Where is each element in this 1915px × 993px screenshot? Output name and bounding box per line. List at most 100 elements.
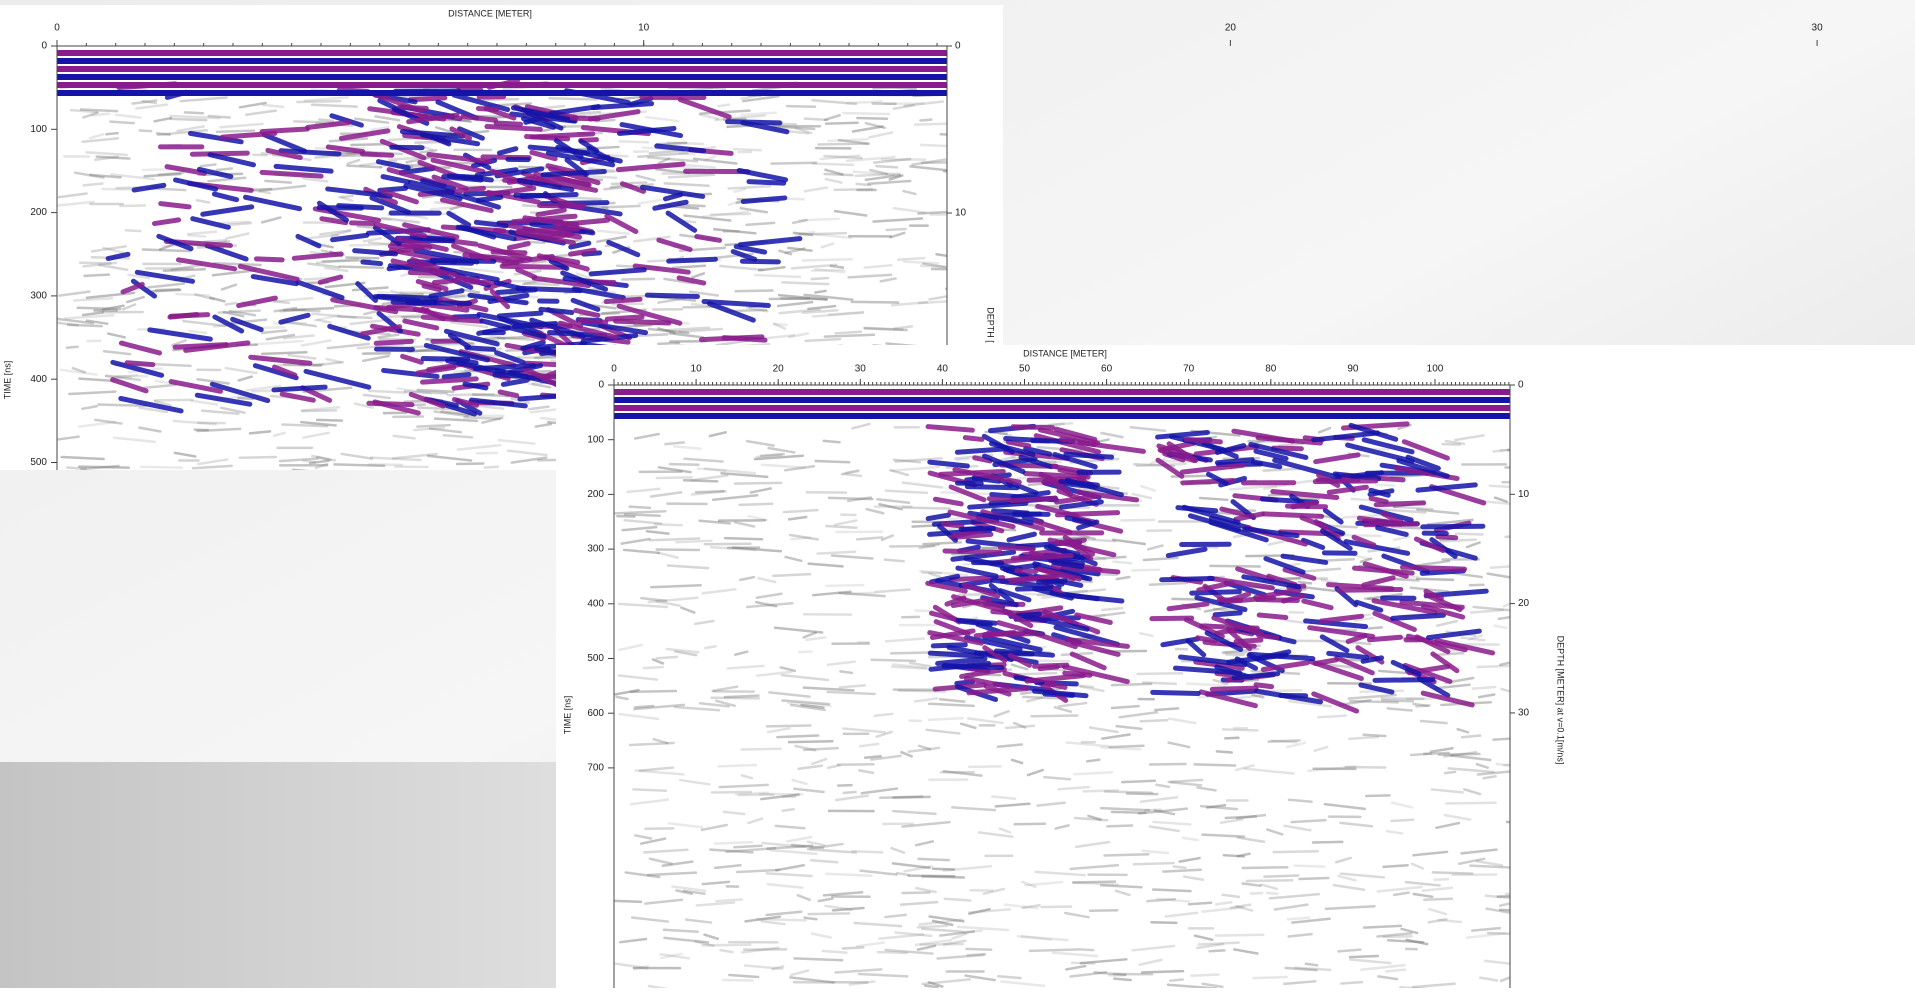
texture-stroke [816, 461, 850, 462]
reflection-stroke [408, 303, 470, 304]
texture-stroke [1134, 863, 1174, 864]
texture-stroke [140, 130, 151, 131]
texture-stroke [787, 106, 815, 107]
surface-band [614, 397, 1510, 403]
reflection-stroke [1017, 571, 1036, 572]
texture-stroke [657, 477, 692, 478]
texture-stroke [1269, 740, 1300, 741]
surface-band [614, 413, 1510, 419]
x-tick-label: 80 [1265, 364, 1277, 375]
texture-stroke [226, 303, 236, 305]
texture-stroke [1151, 922, 1176, 923]
texture-stroke [857, 118, 887, 119]
reflection-stroke [376, 341, 411, 343]
texture-stroke [800, 219, 839, 221]
texture-stroke [1143, 682, 1176, 683]
reflection-stroke [487, 127, 540, 130]
texture-stroke [239, 398, 254, 399]
texture-stroke [925, 986, 937, 988]
y-tick-label: 200 [587, 489, 604, 500]
y-tick-label: 200 [30, 207, 47, 218]
y-tick-label: 100 [587, 434, 604, 445]
surface-band [57, 82, 947, 88]
texture-stroke [189, 235, 206, 236]
reflection-stroke [1040, 667, 1057, 669]
texture-stroke [1424, 899, 1452, 900]
reflection-stroke [127, 363, 153, 365]
x-tick-label: 10 [638, 23, 650, 34]
reflection-stroke [1375, 680, 1433, 681]
texture-stroke [843, 947, 863, 948]
texture-stroke [1299, 582, 1311, 583]
texture-stroke [676, 541, 711, 542]
reflection-stroke [378, 296, 436, 298]
texture-stroke [703, 945, 751, 946]
surface-band [614, 389, 1510, 395]
texture-stroke [824, 441, 840, 442]
texture-stroke [920, 120, 931, 121]
texture-stroke [141, 467, 182, 468]
reflection-stroke [1162, 579, 1213, 580]
texture-stroke [1254, 977, 1287, 978]
surface-band [57, 58, 947, 64]
texture-stroke [898, 258, 924, 260]
texture-stroke [1416, 705, 1429, 706]
texture-stroke [705, 646, 715, 648]
texture-stroke [918, 212, 946, 213]
texture-stroke [734, 149, 761, 150]
reflection-stroke [669, 259, 716, 261]
texture-stroke [792, 538, 810, 540]
reflection-stroke [363, 262, 381, 264]
texture-stroke [633, 789, 666, 790]
texture-stroke [185, 112, 203, 113]
texture-stroke [126, 230, 140, 231]
texture-stroke [1264, 876, 1298, 877]
texture-stroke [725, 696, 759, 698]
texture-stroke [742, 749, 781, 750]
texture-stroke [602, 206, 639, 207]
texture-stroke [1226, 654, 1243, 655]
texture-stroke [1073, 882, 1115, 883]
texture-stroke [789, 741, 832, 742]
texture-stroke [740, 504, 773, 505]
reflection-stroke [500, 392, 517, 396]
texture-stroke [826, 123, 857, 124]
texture-stroke [804, 748, 838, 750]
y-tick-label: 300 [30, 291, 47, 302]
texture-stroke [1267, 893, 1277, 894]
texture-stroke [809, 913, 849, 914]
texture-stroke [684, 480, 717, 481]
texture-stroke [823, 951, 847, 953]
reflection-stroke [527, 137, 568, 139]
reflection-stroke [1264, 514, 1322, 516]
texture-stroke [1433, 872, 1472, 873]
texture-stroke [844, 792, 856, 793]
reflection-stroke [1057, 513, 1117, 515]
surface-band [614, 405, 1510, 411]
reflection-stroke [476, 222, 506, 225]
texture-stroke [825, 174, 853, 175]
reflection-stroke [515, 324, 556, 327]
texture-stroke [658, 343, 678, 344]
reflection-stroke [1012, 498, 1056, 501]
y2-tick-label: 10 [955, 208, 967, 219]
texture-stroke [217, 131, 254, 132]
reflection-stroke [161, 204, 189, 207]
texture-stroke [1392, 820, 1414, 821]
reflection-stroke [496, 123, 520, 124]
texture-stroke [262, 352, 306, 354]
texture-stroke [1251, 893, 1262, 894]
texture-stroke [777, 735, 818, 737]
reflection-stroke [572, 118, 598, 119]
texture-stroke [805, 918, 817, 919]
texture-stroke [719, 765, 756, 766]
texture-stroke [340, 267, 384, 268]
reflection-stroke [355, 251, 396, 254]
texture-stroke [317, 420, 342, 421]
texture-stroke [1247, 880, 1292, 881]
texture-stroke [574, 112, 600, 114]
texture-stroke [880, 797, 922, 798]
reflection-stroke [989, 499, 1010, 500]
texture-stroke [826, 526, 856, 528]
texture-stroke [617, 516, 634, 517]
